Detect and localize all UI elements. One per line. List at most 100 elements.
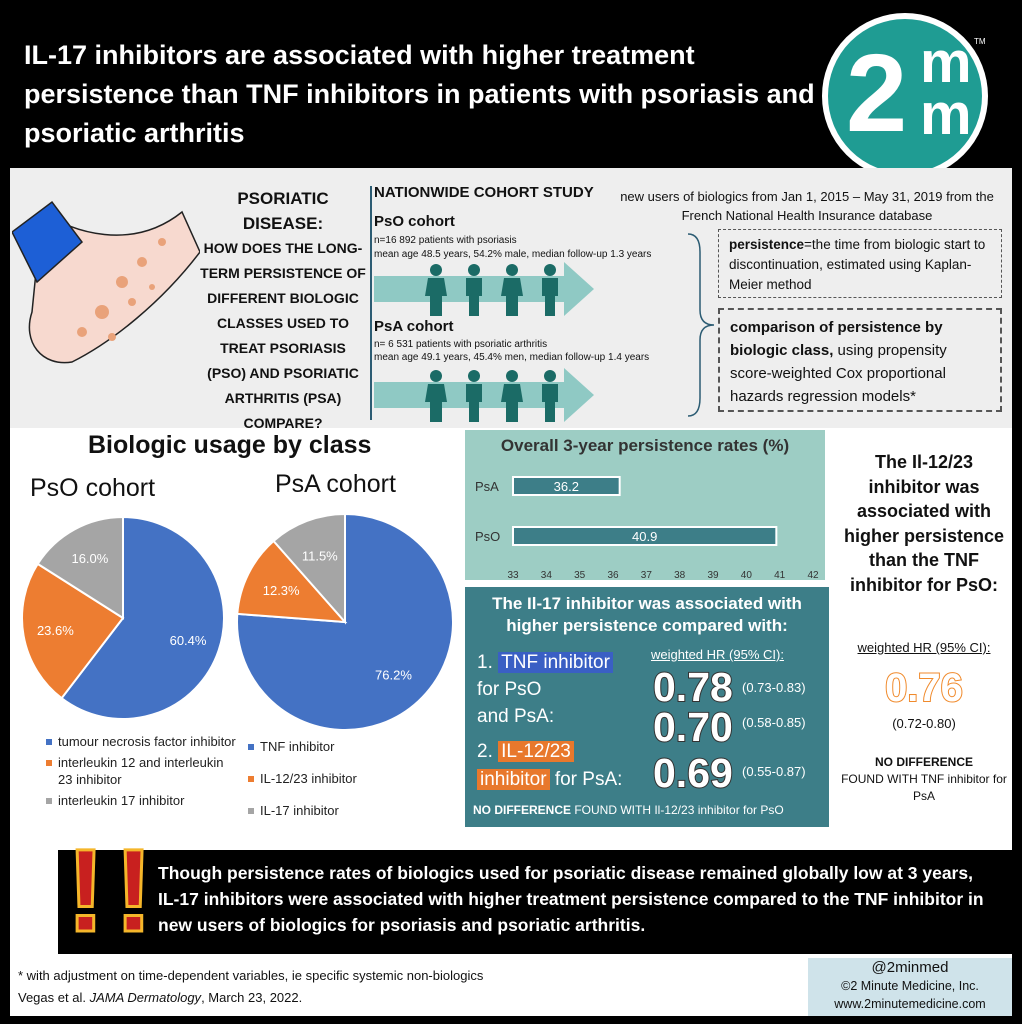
legend-item: interleukin 12 and interleukin 23 inhibi… — [46, 754, 236, 788]
il17-results-box: The Il-17 inhibitor was associated with … — [465, 587, 829, 827]
ci-tnf-psa: (0.58-0.85) — [742, 715, 806, 730]
x-tick-label: 40 — [741, 570, 753, 580]
item1-highlight: TNF inhibitor — [498, 652, 613, 673]
pie-slice — [36, 515, 124, 620]
bar — [512, 476, 621, 496]
legend-swatch — [248, 744, 254, 750]
pso-people-arrow — [374, 262, 594, 316]
question-line1: PSORIATIC — [237, 189, 329, 208]
brand-logo: 2 m m TM — [822, 13, 988, 179]
logo-trademark: TM — [974, 37, 986, 46]
pie-slice — [272, 512, 346, 625]
x-tick-label: 35 — [574, 570, 586, 580]
bar-value-label: 40.9 — [632, 529, 657, 544]
pie-slice — [236, 539, 348, 624]
item1-line3: and PsA: — [477, 706, 555, 727]
nodiff-rest: FOUND WITH Il-12/23 inhibitor for PsO — [571, 803, 784, 817]
il17-item-2-line2: inhibitor for PsA: — [477, 767, 622, 793]
psa-cohort-n: n= 6 531 patients with psoriatic arthrit… — [374, 339, 548, 350]
cite-journal: JAMA Dermatology — [89, 990, 202, 1005]
pie-slice — [236, 512, 454, 731]
study-description: new users of biologics from Jan 1, 2015 … — [620, 189, 994, 223]
people-icon — [425, 370, 558, 422]
legend-label: IL-12/23 inhibitor — [260, 771, 357, 786]
right-nd-rest: FOUND WITH TNF inhibitor for PsA — [841, 772, 1007, 803]
footnote: * with adjustment on time-dependent vari… — [18, 968, 484, 983]
hr-tnf-psa: 0.70 — [652, 704, 734, 750]
study-divider — [370, 186, 372, 420]
pso-cohort-title: PsO cohort — [374, 213, 455, 230]
legend-swatch — [248, 776, 254, 782]
right-nd-bold: NO DIFFERENCE — [874, 755, 973, 769]
page-title: IL-17 inhibitors are associated with hig… — [24, 40, 815, 148]
usage-title: Biologic usage by class — [88, 431, 372, 459]
conclusion-text: Though persistence rates of biologics us… — [158, 863, 984, 935]
hr-tnf: 0.78 — [652, 664, 734, 710]
il17-no-difference: NO DIFFERENCE FOUND WITH Il-12/23 inhibi… — [473, 803, 784, 817]
comparison-method: comparison of persistence by biologic cl… — [718, 308, 1002, 412]
item2-rest: for PsA: — [554, 769, 623, 790]
legend-item: TNF inhibitor — [248, 738, 448, 755]
legend-swatch — [46, 739, 52, 745]
il1223-heading: The Il-12/23 inhibitor was associated wi… — [843, 452, 1005, 595]
pie-slice-label: 11.5% — [302, 548, 338, 563]
logo-m-bottom: m — [920, 82, 972, 147]
legend-swatch — [46, 760, 52, 766]
pso-cohort-demographics: mean age 48.5 years, 54.2% male, median … — [374, 249, 652, 260]
question-body: How does the long-term persistence of di… — [200, 240, 366, 431]
credit-box: @2minmed ©2 Minute Medicine, Inc. www.2m… — [808, 958, 1012, 1016]
il17-heading: The Il-17 inhibitor was associated with … — [492, 594, 802, 635]
il1223-no-difference: NO DIFFERENCE FOUND WITH TNF inhibitor fo… — [838, 754, 1010, 805]
psa-people-arrow — [374, 368, 594, 422]
x-tick-label: 36 — [607, 570, 619, 580]
exclamation-icon: ! — [64, 825, 106, 957]
legend-label: tumour necrosis factor inhibitor — [58, 734, 236, 749]
pie-slice-label: 23.6% — [37, 623, 74, 638]
x-tick-label: 41 — [774, 570, 786, 580]
x-tick-label: 38 — [674, 570, 686, 580]
bar-category-label: PsO — [475, 529, 500, 544]
legend-swatch — [46, 798, 52, 804]
pso-cohort-n: n=16 892 patients with psoriasis — [374, 235, 517, 246]
pso-pie-chart: 60.4% 23.6% 16.0% — [21, 515, 225, 720]
item2-highlight-2: inhibitor — [477, 769, 550, 790]
persistence-definition: persistence=the time from biologic start… — [718, 229, 1002, 298]
cite-authors: Vegas et al. — [18, 990, 90, 1005]
pie-slice-label: 16.0% — [71, 551, 108, 566]
psa-cohort-demographics: mean age 49.1 years, 45.4% men, median f… — [374, 352, 650, 363]
legend-label: TNF inhibitor — [260, 739, 335, 754]
ci-tnf: (0.73-0.83) — [742, 680, 806, 695]
pso-pie-title: PsO cohort — [30, 474, 156, 502]
comparison-bold: comparison of persistence by biologic cl… — [730, 319, 943, 359]
citation: Vegas et al. JAMA Dermatology, March 23,… — [18, 990, 302, 1005]
pie-slice-label: 12.3% — [263, 583, 300, 598]
psa-legend: TNF inhibitor IL-12/23 inhibitor IL-17 inh… — [248, 738, 448, 834]
comparison-text: using propensity score-weighted Cox prop… — [730, 342, 947, 405]
item2-highlight-1: IL-12/23 — [498, 741, 574, 762]
x-tick-label: 37 — [641, 570, 653, 580]
conclusion-band: ! ! Though persistence rates of biologic… — [58, 831, 1012, 954]
bar — [512, 526, 778, 546]
psa-pie-title: PsA cohort — [275, 470, 396, 498]
hr-il1223: 0.69 — [652, 750, 734, 796]
pso-legend: tumour necrosis factor inhibitor interleu… — [46, 733, 236, 813]
il1223-hr: 0.76 — [884, 665, 964, 711]
x-tick-label: 39 — [707, 570, 719, 580]
il17-weighted-hr-label: weighted HR (95% CI): — [651, 647, 784, 662]
pie-slice-label: 76.2% — [375, 667, 412, 682]
definition-term: persistence — [729, 237, 805, 252]
pie-slice — [60, 515, 225, 720]
website-link[interactable]: www.2minutemedicine.com — [834, 997, 986, 1011]
bar-value-label: 36.2 — [554, 479, 579, 494]
copyright: ©2 Minute Medicine, Inc. — [841, 979, 979, 993]
bar-chart-title: Overall 3-year persistence rates (%) — [501, 436, 789, 455]
ci-il1223: (0.55-0.87) — [742, 764, 806, 779]
pie-slice-label: 60.4% — [170, 633, 207, 648]
il1223-weighted-hr-label: weighted HR (95% CI): — [857, 640, 991, 655]
study-heading: NATIONWIDE COHORT STUDY — [374, 184, 594, 201]
logo-digit: 2 — [846, 32, 908, 155]
logo-m-top: m — [920, 30, 972, 95]
persistence-bar-panel: Overall 3-year persistence rates (%) 36.2… — [465, 430, 825, 581]
bar-category-label: PsA — [475, 479, 499, 494]
x-tick-label: 33 — [507, 570, 519, 580]
